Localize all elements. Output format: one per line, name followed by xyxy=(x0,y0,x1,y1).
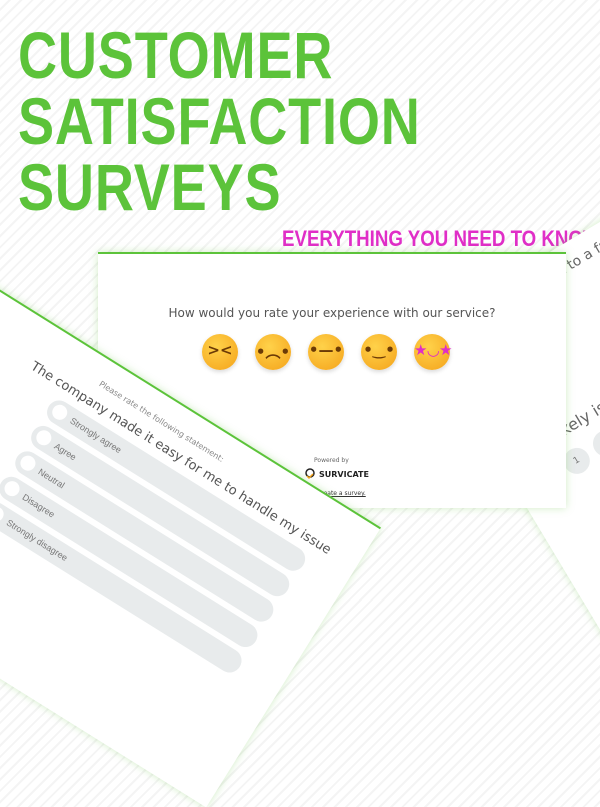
survicate-logo: SURVICATE xyxy=(304,468,369,480)
neutral-face-icon[interactable]: •—• xyxy=(308,334,344,370)
subtitle: EVERYTHING YOU NEED TO KNOW xyxy=(282,226,600,251)
headline-line-1: CUSTOMER xyxy=(18,18,334,92)
create-survey-link[interactable]: create a survey. xyxy=(317,490,366,497)
headline-line-3: SURVEYS xyxy=(18,150,282,224)
nps-option-2[interactable]: 2 xyxy=(588,425,600,462)
star-struck-face-icon[interactable]: ★◡★ xyxy=(414,334,452,370)
powered-by-label: Powered by xyxy=(314,457,349,464)
angry-face-icon[interactable]: >< xyxy=(202,334,238,370)
survicate-logo-icon xyxy=(305,468,315,480)
headline-line-2: SATISFACTION xyxy=(18,84,421,158)
frowning-face-icon[interactable]: •︵• xyxy=(255,334,291,370)
rating-question: How would you rate your experience with … xyxy=(168,306,496,320)
smiling-face-icon[interactable]: •‿• xyxy=(361,334,397,370)
